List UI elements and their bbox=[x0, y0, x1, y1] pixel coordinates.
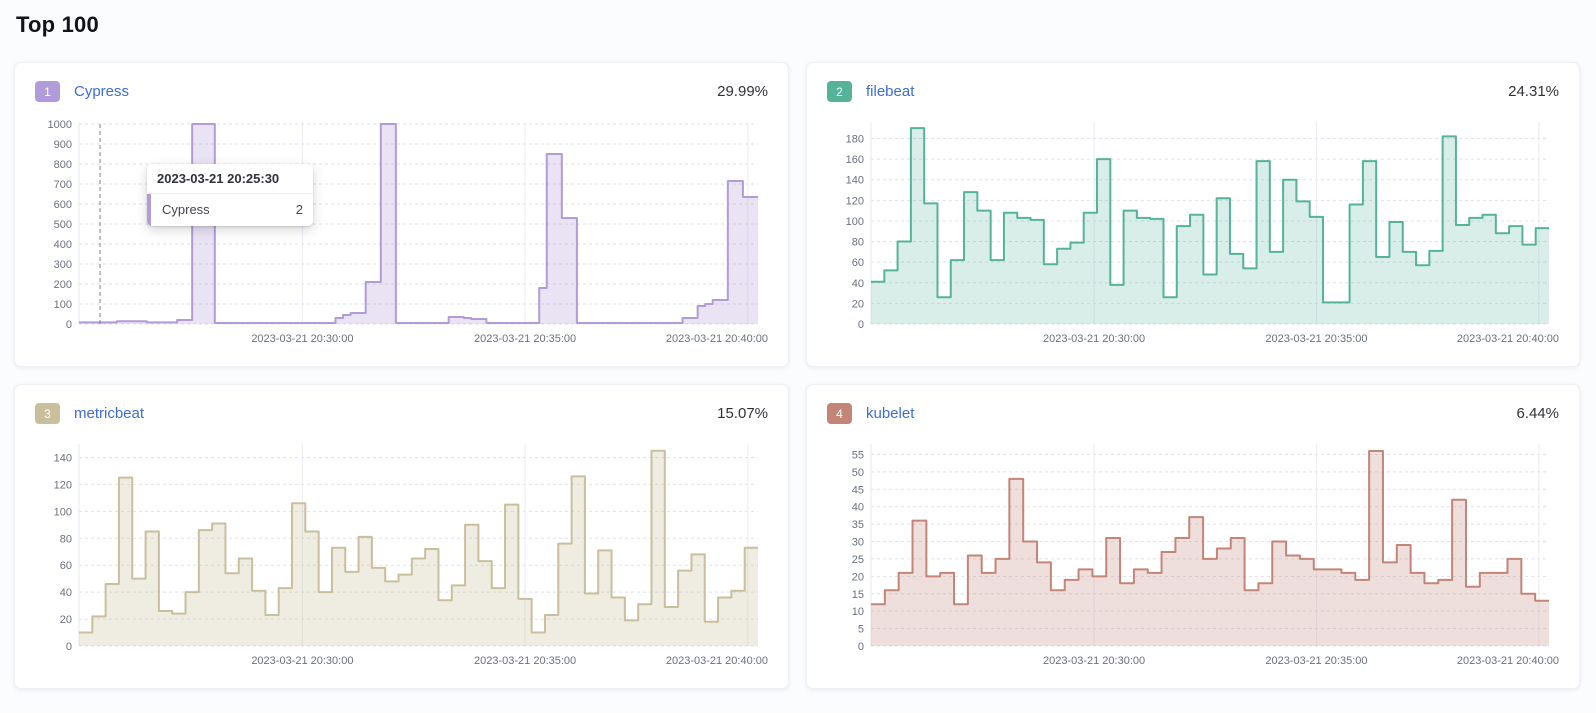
svg-text:20: 20 bbox=[60, 614, 72, 626]
chart-canvas: 0 5 10 15 20 25 30 35 40 45 50 55 2023-03-21 20:30:0… bbox=[852, 444, 1559, 667]
service-link-metricbeat[interactable]: metricbeat bbox=[74, 405, 145, 422]
svg-text:120: 120 bbox=[846, 195, 864, 207]
svg-text:2023-03-21 20:30:00: 2023-03-21 20:30:00 bbox=[251, 333, 353, 345]
page-title: Top 100 bbox=[16, 12, 99, 37]
svg-text:0: 0 bbox=[66, 319, 72, 331]
svg-text:40: 40 bbox=[852, 502, 864, 514]
svg-text:2023-03-21 20:40:00: 2023-03-21 20:40:00 bbox=[1457, 333, 1559, 345]
svg-text:25: 25 bbox=[852, 554, 864, 566]
card-header: 1 Cypress 29.99% bbox=[35, 81, 768, 102]
svg-text:60: 60 bbox=[60, 560, 72, 572]
tooltip-series-label: Cypress bbox=[162, 202, 210, 217]
svg-text:35: 35 bbox=[852, 519, 864, 531]
chart-canvas: 0 20 40 60 80 100 120 140 2023-03-21 20:30:00 202… bbox=[54, 444, 768, 667]
svg-text:120: 120 bbox=[54, 479, 72, 491]
chart-canvas: 0 100 200 300 400 500 600 700 800 900 1000 2023-03-… bbox=[48, 119, 768, 345]
chart-canvas: 0 20 40 60 80 100 120 140 160 180 2023-03-21 20:30… bbox=[846, 122, 1559, 345]
chart-card-kubelet: 4 kubelet 6.44% 0 5 10 15 20 25 30 35 40 45 50 55 20… bbox=[806, 384, 1580, 689]
svg-text:2023-03-21 20:35:00: 2023-03-21 20:35:00 bbox=[1265, 333, 1367, 345]
svg-text:140: 140 bbox=[54, 452, 72, 464]
card-header: 4 kubelet 6.44% bbox=[827, 403, 1559, 424]
percentage-value: 15.07% bbox=[717, 405, 768, 422]
series-line bbox=[79, 123, 758, 324]
svg-text:2023-03-21 20:35:00: 2023-03-21 20:35:00 bbox=[1265, 655, 1367, 667]
svg-text:400: 400 bbox=[54, 239, 72, 251]
svg-text:100: 100 bbox=[846, 216, 864, 228]
series-color-marker bbox=[147, 194, 151, 226]
chart-card-cypress: 1 Cypress 29.99% 0 100 200 300 400 500 600 700 8… bbox=[14, 62, 789, 367]
svg-text:40: 40 bbox=[60, 587, 72, 599]
series-line bbox=[79, 449, 758, 634]
chart-card-filebeat: 2 filebeat 24.31% 0 20 40 60 80 100 120 140 160 1… bbox=[806, 62, 1580, 367]
svg-text:45: 45 bbox=[852, 484, 864, 496]
service-link-filebeat[interactable]: filebeat bbox=[866, 83, 915, 100]
tooltip-series-value: 2 bbox=[295, 202, 303, 217]
step-area-chart[interactable]: 0 20 40 60 80 100 120 140 2023-03-21 20:30:00 202… bbox=[35, 436, 768, 674]
svg-text:2023-03-21 20:40:00: 2023-03-21 20:40:00 bbox=[666, 333, 768, 345]
svg-text:0: 0 bbox=[66, 641, 72, 653]
svg-text:300: 300 bbox=[54, 259, 72, 271]
service-link-kubelet[interactable]: kubelet bbox=[866, 405, 915, 422]
svg-text:0: 0 bbox=[858, 641, 864, 653]
step-area-chart[interactable]: 0 20 40 60 80 100 120 140 160 180 2023-03-21 20:30… bbox=[827, 114, 1559, 352]
step-area-chart[interactable]: 0 100 200 300 400 500 600 700 800 900 1000 2023-03-… bbox=[35, 114, 768, 352]
svg-text:2023-03-21 20:30:00: 2023-03-21 20:30:00 bbox=[251, 655, 353, 667]
percentage-value: 29.99% bbox=[717, 83, 768, 100]
chart-tooltip: 2023-03-21 20:25:30 Cypress 2 bbox=[147, 164, 313, 226]
svg-text:100: 100 bbox=[54, 299, 72, 311]
svg-text:50: 50 bbox=[852, 467, 864, 479]
svg-text:55: 55 bbox=[852, 449, 864, 461]
svg-text:500: 500 bbox=[54, 219, 72, 231]
svg-text:2023-03-21 20:40:00: 2023-03-21 20:40:00 bbox=[666, 655, 768, 667]
svg-text:2023-03-21 20:35:00: 2023-03-21 20:35:00 bbox=[474, 655, 576, 667]
svg-text:10: 10 bbox=[852, 606, 864, 618]
tooltip-series-row: Cypress 2 bbox=[147, 194, 313, 226]
svg-text:1000: 1000 bbox=[48, 119, 72, 131]
svg-text:0: 0 bbox=[858, 319, 864, 331]
svg-text:2023-03-21 20:30:00: 2023-03-21 20:30:00 bbox=[1043, 333, 1145, 345]
svg-text:900: 900 bbox=[54, 139, 72, 151]
svg-text:2023-03-21 20:35:00: 2023-03-21 20:35:00 bbox=[474, 333, 576, 345]
svg-text:600: 600 bbox=[54, 199, 72, 211]
percentage-value: 6.44% bbox=[1516, 405, 1559, 422]
series-line bbox=[871, 449, 1549, 606]
svg-text:800: 800 bbox=[54, 159, 72, 171]
step-area-chart[interactable]: 0 5 10 15 20 25 30 35 40 45 50 55 2023-03-21 20:30:0… bbox=[827, 436, 1559, 674]
svg-text:80: 80 bbox=[60, 533, 72, 545]
svg-text:60: 60 bbox=[852, 257, 864, 269]
svg-text:2023-03-21 20:40:00: 2023-03-21 20:40:00 bbox=[1457, 655, 1559, 667]
rank-badge: 1 bbox=[35, 81, 60, 102]
svg-text:20: 20 bbox=[852, 298, 864, 310]
svg-text:700: 700 bbox=[54, 179, 72, 191]
svg-text:200: 200 bbox=[54, 279, 72, 291]
rank-badge: 3 bbox=[35, 403, 60, 424]
card-header: 3 metricbeat 15.07% bbox=[35, 403, 768, 424]
svg-text:180: 180 bbox=[846, 133, 864, 145]
rank-badge: 4 bbox=[827, 403, 852, 424]
service-link-cypress[interactable]: Cypress bbox=[74, 83, 130, 100]
series-line bbox=[871, 127, 1549, 304]
chart-card-metricbeat: 3 metricbeat 15.07% 0 20 40 60 80 100 120 140 20… bbox=[14, 384, 789, 689]
rank-badge: 2 bbox=[827, 81, 852, 102]
svg-text:80: 80 bbox=[852, 237, 864, 249]
svg-text:30: 30 bbox=[852, 537, 864, 549]
svg-text:5: 5 bbox=[858, 624, 864, 636]
card-header: 2 filebeat 24.31% bbox=[827, 81, 1559, 102]
svg-text:20: 20 bbox=[852, 571, 864, 583]
percentage-value: 24.31% bbox=[1508, 83, 1559, 100]
svg-text:40: 40 bbox=[852, 278, 864, 290]
svg-text:160: 160 bbox=[846, 154, 864, 166]
svg-text:2023-03-21 20:30:00: 2023-03-21 20:30:00 bbox=[1043, 655, 1145, 667]
svg-text:100: 100 bbox=[54, 506, 72, 518]
tooltip-timestamp: 2023-03-21 20:25:30 bbox=[147, 164, 313, 194]
svg-text:140: 140 bbox=[846, 175, 864, 187]
svg-text:15: 15 bbox=[852, 589, 864, 601]
cards-grid: 1 Cypress 29.99% 0 100 200 300 400 500 600 700 8… bbox=[14, 62, 1580, 689]
